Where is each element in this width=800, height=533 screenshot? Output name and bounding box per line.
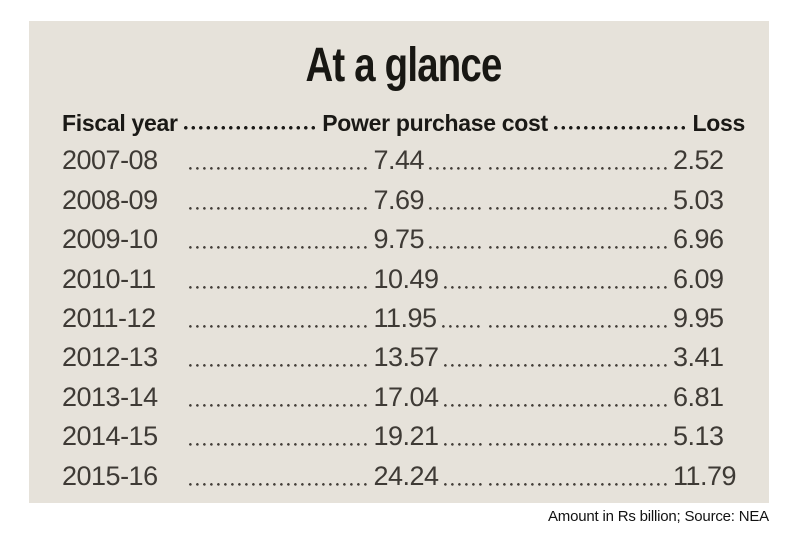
dot-leader [189,482,369,486]
dot-leader [429,206,484,210]
dot-leader [488,324,668,328]
dot-leader [429,167,484,171]
dot-leader [189,246,369,250]
loss-cell: 6.09 [673,263,724,294]
loss-cell: 11.79 [673,460,737,491]
table-row: 2009-10 9.75 6.96 [62,216,745,255]
source-note: Amount in Rs billion; Source: NEA [547,508,769,525]
fiscal-year-cell: 2009-10 [62,224,158,255]
dot-leader [189,403,369,407]
power-purchase-cost-value: 10.49 [373,263,440,294]
dot-leader [189,364,369,368]
loss-cell: 6.81 [673,381,724,412]
power-purchase-cost-value: 13.57 [373,342,440,373]
power-purchase-cost-cell: 24.24 [374,461,484,492]
dot-leader [488,364,668,368]
dot-leader [441,324,484,328]
dot-leader [443,285,484,289]
dot-leader [488,482,668,486]
dot-leader [553,126,687,130]
dot-leader [488,246,668,250]
table-row: 2014-15 19.21 5.13 [62,413,745,452]
dot-leader [189,443,369,447]
table-header: Fiscal year Power purchase cost Loss [62,103,745,137]
power-purchase-cost-cell: 13.57 [374,342,484,373]
loss-cell: 2.52 [673,145,724,176]
dot-leader [189,167,369,171]
loss-cell: 9.95 [673,302,724,333]
dot-leader [488,403,668,407]
power-purchase-cost-cell: 9.75 [374,224,484,255]
dot-leader [189,206,369,210]
power-purchase-cost-cell: 7.69 [374,185,484,216]
fiscal-year-cell: 2012-13 [62,342,158,373]
header-loss: Loss [692,110,746,136]
loss-cell: 3.41 [673,342,724,373]
header-fiscal-year: Fiscal year [62,110,178,136]
power-purchase-cost-cell: 17.04 [374,382,484,413]
dot-leader [183,126,317,130]
dot-leader [488,443,668,447]
dot-leader [488,167,668,171]
dot-leader [443,364,484,368]
power-purchase-cost-cell: 10.49 [374,264,484,295]
loss-cell: 5.13 [673,421,724,452]
dot-leader [488,206,668,210]
power-purchase-cost-value: 7.69 [373,184,425,215]
table-row: 2012-13 13.57 3.41 [62,334,745,373]
dot-leader [189,324,369,328]
table-row: 2010-11 10.49 6.09 [62,255,745,294]
fiscal-year-cell: 2007-08 [62,145,158,176]
page-title: At a glance [305,39,502,92]
power-purchase-cost-cell: 7.44 [374,145,484,176]
fiscal-year-cell: 2013-14 [62,381,158,412]
dot-leader [443,443,484,447]
power-purchase-cost-value: 24.24 [373,460,440,491]
fiscal-year-cell: 2011-12 [62,302,156,333]
at-a-glance-panel: At a glance Fiscal year Power purchase c… [29,21,769,503]
power-purchase-cost-value: 17.04 [373,381,440,412]
power-purchase-cost-cell: 19.21 [374,421,484,452]
power-purchase-cost-value: 19.21 [373,421,440,452]
dot-leader [488,285,668,289]
power-purchase-cost-value: 11.95 [373,302,438,333]
header-power-purchase-cost: Power purchase cost [322,110,548,136]
loss-cell: 6.96 [673,224,724,255]
table-row: 2011-12 11.95 9.95 [62,295,745,334]
table-row: 2007-08 7.44 2.52 [62,137,745,176]
loss-cell: 5.03 [673,184,724,215]
table-row: 2013-14 17.04 6.81 [62,373,745,412]
dot-leader [429,246,484,250]
table-row: 2015-16 24.24 11.79 [62,452,745,491]
dot-leader [443,482,484,486]
fiscal-year-cell: 2014-15 [62,421,158,452]
fiscal-year-cell: 2010-11 [62,263,156,294]
fiscal-year-cell: 2015-16 [62,460,158,491]
fiscal-year-cell: 2008-09 [62,184,158,215]
dot-leader [443,403,484,407]
power-purchase-cost-cell: 11.95 [374,303,484,334]
power-purchase-cost-value: 9.75 [373,224,425,255]
dot-leader [189,285,369,289]
table-row: 2008-09 7.69 5.03 [62,176,745,215]
power-purchase-cost-value: 7.44 [373,145,425,176]
